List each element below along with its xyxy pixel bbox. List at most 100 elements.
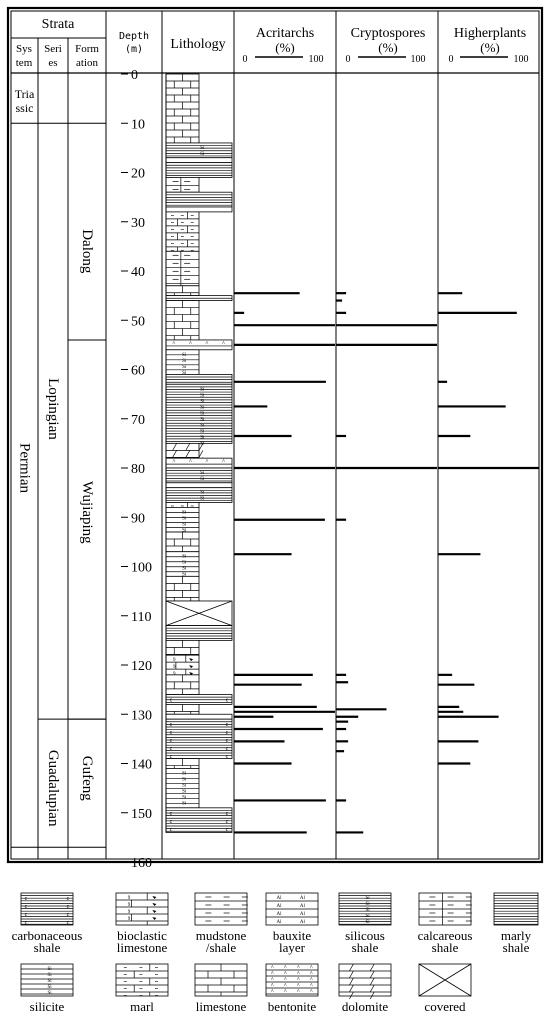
svg-text:^: ^ <box>310 971 313 977</box>
legend-swatch-marl <box>115 963 169 997</box>
svg-text:^: ^ <box>310 989 313 995</box>
legend-swatch-bentonite: ^ ^ ^ ^^ ^ ^ ^^ ^ ^ ^^ ^ ^ ^^ ^ ^ ^ <box>265 963 319 997</box>
system-header-line1: Sys <box>16 43 32 55</box>
lithology-unit-bentonite <box>165 206 233 213</box>
svg-text:^: ^ <box>284 965 287 971</box>
svg-text:Si: Si <box>182 771 187 776</box>
svg-text:c: c <box>170 754 173 760</box>
svg-text:c: c <box>67 904 70 910</box>
svg-text:Si: Si <box>182 777 187 782</box>
svg-text:9: 9 <box>173 665 176 670</box>
series-header-line2: es <box>48 57 57 69</box>
svg-text:c: c <box>170 730 173 736</box>
svg-text:c: c <box>226 754 229 760</box>
system-label: ssic <box>16 101 34 115</box>
panel-header-cryptospores: Cryptospores (%) 0 100 <box>346 26 426 65</box>
svg-text:Si: Si <box>182 528 187 533</box>
legend-item-dolomite: dolomite <box>338 963 392 1014</box>
lithology-unit-bentonite: ^ ^ ^ ^ <box>165 339 233 351</box>
svg-text:Si: Si <box>182 510 187 515</box>
depth-tick-label: 40 <box>131 265 145 280</box>
svg-text:c: c <box>226 819 229 825</box>
svg-text:c: c <box>226 730 229 736</box>
legend-label: marl <box>130 999 154 1014</box>
depth-tick-label: 140 <box>131 758 152 773</box>
svg-text:c: c <box>170 819 173 825</box>
legend-label: marly <box>501 928 532 943</box>
depth-tick-label: 30 <box>131 216 145 231</box>
legend-swatch-bauxite: Al Al Al Al Al Al Al Al <box>265 892 319 926</box>
svg-text:c: c <box>170 738 173 744</box>
panel-header-acritarchs: Acritarchs (%) 0 100 <box>243 26 324 65</box>
svg-text:Si: Si <box>48 985 53 990</box>
svg-text:c: c <box>25 912 28 918</box>
svg-text:^: ^ <box>310 983 313 989</box>
lithology-unit-limestone <box>165 300 200 341</box>
svg-text:^: ^ <box>189 341 192 347</box>
system-header-line2: tem <box>16 57 33 69</box>
lithology-unit-covered <box>165 600 233 626</box>
svg-text:Si: Si <box>200 146 205 151</box>
svg-text:Si: Si <box>200 477 205 482</box>
svg-text:^: ^ <box>284 989 287 995</box>
depth-tick-label: 110 <box>131 610 151 625</box>
svg-text:9: 9 <box>128 903 131 908</box>
lithology-unit-limestone <box>165 285 200 297</box>
acritarchs-scale-max: 100 <box>309 54 324 65</box>
svg-text:Si: Si <box>48 967 53 972</box>
legend-label: /shale <box>206 940 237 955</box>
lithology-unit-marlyshale <box>165 625 233 641</box>
svg-text:Si: Si <box>200 411 205 416</box>
svg-text:Al: Al <box>300 920 306 925</box>
lithology-header: Lithology <box>170 37 225 52</box>
higherplants-title: Higherplants <box>454 26 526 41</box>
svg-text:Si: Si <box>200 471 205 476</box>
system-label: Tria <box>15 87 35 101</box>
legend-label: calcareous <box>418 928 473 943</box>
svg-text:^: ^ <box>284 977 287 983</box>
acritarchs-scale-min: 0 <box>243 54 248 65</box>
legend-label: bauxite <box>273 928 311 943</box>
cryptospores-scale-min: 0 <box>346 54 351 65</box>
svg-text:Si: Si <box>182 567 187 572</box>
strata-header: Strata <box>42 17 75 32</box>
svg-text:^: ^ <box>173 459 176 465</box>
lithology-unit-marlyshale <box>165 295 233 301</box>
svg-text:^: ^ <box>222 341 225 347</box>
svg-text:c: c <box>67 912 70 918</box>
depth-axis: 0 10 20 30 40 50 60 70 80 90 100 110 120 130 140 150 160 <box>121 68 152 871</box>
legend-label: mudstone <box>196 928 247 943</box>
svg-text:Si: Si <box>182 353 187 358</box>
svg-text:^: ^ <box>284 971 287 977</box>
svg-text:c: c <box>67 920 70 926</box>
lithology-unit-bentonite: ^ ^ ^ ^ <box>165 457 233 469</box>
legend-label: bioclastic <box>117 928 167 943</box>
formation-header-line1: Form <box>75 43 99 55</box>
legend-label: dolomite <box>342 999 388 1014</box>
legend-label: limestone <box>196 999 247 1014</box>
svg-text:^: ^ <box>271 977 274 983</box>
depth-tick-label: 0 <box>131 68 138 83</box>
higherplants-unit: (%) <box>480 40 500 55</box>
svg-text:Si: Si <box>182 561 187 566</box>
svg-text:^: ^ <box>297 977 300 983</box>
legend-item-bentonite: ^ ^ ^ ^^ ^ ^ ^^ ^ ^ ^^ ^ ^ ^^ ^ ^ ^bentonite <box>265 963 319 1014</box>
system-label: Permian <box>17 443 33 493</box>
legend-swatch-carbonaceous: c cc cc cc c <box>20 892 74 926</box>
series-header-line1: Seri <box>44 43 62 55</box>
svg-text:Si: Si <box>200 423 205 428</box>
depth-header-line1: Depth <box>119 31 149 42</box>
svg-text:^: ^ <box>310 977 313 983</box>
svg-text:9: 9 <box>128 910 131 915</box>
formation-label: Gufeng <box>79 756 95 801</box>
lithology-unit-limestone <box>165 531 200 553</box>
svg-text:Al: Al <box>300 896 306 901</box>
panel-header-higherplants: Higherplants (%) 0 100 <box>449 26 529 65</box>
